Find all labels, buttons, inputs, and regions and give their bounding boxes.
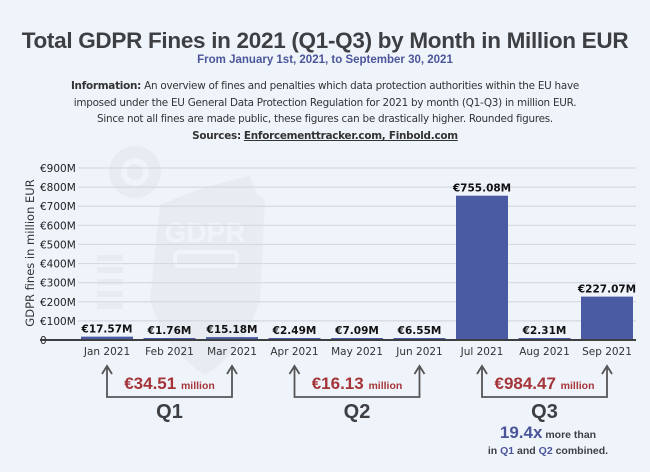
- y-tick-label: €500M: [40, 239, 76, 251]
- data-label: €227.07M: [577, 284, 636, 296]
- x-tick-label: Apr 2021: [270, 346, 318, 358]
- x-tick-label: Jul 2021: [460, 346, 504, 358]
- bar: [81, 336, 133, 340]
- x-tick-label: Jan 2021: [83, 346, 130, 358]
- quarter-name: Q2: [344, 401, 371, 423]
- y-tick-label: €100M: [40, 316, 76, 328]
- bracket-line: [481, 366, 608, 398]
- chart-subtitle: From January 1st, 2021, to September 30,…: [197, 54, 453, 66]
- y-axis-label: GDPR fines in million EUR: [23, 179, 37, 326]
- note-line-2-post: combined.: [553, 445, 609, 457]
- y-tick-label: €800M: [40, 182, 76, 194]
- bracket-line: [106, 366, 233, 398]
- y-tick-label: €300M: [40, 278, 76, 290]
- x-tick-label: Feb 2021: [145, 346, 194, 358]
- quarter-total: €34.51 million: [124, 374, 215, 393]
- info-line-3: Since not all fines are made public, the…: [97, 113, 553, 126]
- note-line-1: more than: [542, 429, 596, 441]
- x-tick-label: May 2021: [331, 346, 383, 358]
- bar: [456, 195, 508, 340]
- info-line-1: An overview of fines and penalties which…: [141, 80, 580, 92]
- arrow-up-icon: [288, 364, 301, 375]
- y-tick-label: €700M: [40, 201, 76, 213]
- chart-title: Total GDPR Fines in 2021 (Q1-Q3) by Mont…: [21, 28, 629, 53]
- quarter-bracket-q2: €16.13 million Q2: [288, 364, 426, 423]
- info-line-2: imposed under the EU General Data Protec…: [73, 96, 577, 109]
- arrow-up-icon: [476, 364, 488, 375]
- note-line-2-pre: in: [488, 445, 500, 457]
- bracket-line: [293, 366, 421, 398]
- arrow-up-icon: [413, 364, 426, 375]
- sources-label: Sources:: [192, 130, 241, 143]
- x-tick-label: Sep 2021: [582, 346, 632, 358]
- quarter-bracket-q3: €984.47 million Q3: [476, 364, 613, 423]
- arrow-up-icon: [601, 364, 613, 375]
- sources-link[interactable]: Enforcementtracker.com, Finbold.com: [243, 130, 458, 143]
- quarter-bracket-q1: €34.51 million Q1: [101, 364, 238, 423]
- multiplier-value: 19.4x: [500, 423, 543, 442]
- bar: [206, 337, 258, 340]
- x-tick-label: Aug 2021: [519, 346, 570, 358]
- note-q1: Q1: [500, 445, 514, 457]
- data-label: €2.49M: [272, 325, 317, 337]
- quarter-total: €984.47 million: [494, 374, 594, 393]
- data-label: €17.57M: [81, 324, 133, 336]
- data-label: €2.31M: [522, 325, 567, 337]
- y-tick-label: €200M: [40, 297, 76, 309]
- quarter-total: €16.13 million: [312, 374, 403, 393]
- bar: [581, 296, 633, 340]
- watermark-text: GDPR: [165, 217, 246, 248]
- y-tick-label: €400M: [40, 259, 76, 271]
- x-tick-label: Jun 2021: [395, 346, 442, 358]
- quarter-name: Q1: [156, 401, 183, 423]
- info-label: Information:: [70, 80, 142, 92]
- data-label: €1.76M: [147, 325, 192, 337]
- arrow-up-icon: [101, 364, 113, 375]
- note-mid: and: [514, 445, 539, 457]
- data-label: €7.09M: [334, 325, 379, 337]
- note-q2: Q2: [539, 445, 553, 457]
- data-label: €755.08M: [452, 183, 511, 195]
- q3-comparison-note: 19.4x more than in Q1 and Q2 combined.: [488, 423, 608, 457]
- data-label: €15.18M: [206, 324, 258, 336]
- data-label: €6.55M: [397, 325, 442, 337]
- y-tick-label: €600M: [40, 220, 76, 232]
- arrow-up-icon: [226, 364, 238, 375]
- x-tick-label: Mar 2021: [207, 346, 257, 358]
- info-text: Information: An overview of fines and pe…: [40, 78, 610, 145]
- y-tick-label: €900M: [40, 163, 76, 175]
- svg-text:in Q1 and Q2 combined.: in Q1 and Q2 combined.: [488, 445, 608, 457]
- svg-text:19.4x more than: 19.4x more than: [500, 423, 596, 442]
- quarter-name: Q3: [531, 401, 558, 423]
